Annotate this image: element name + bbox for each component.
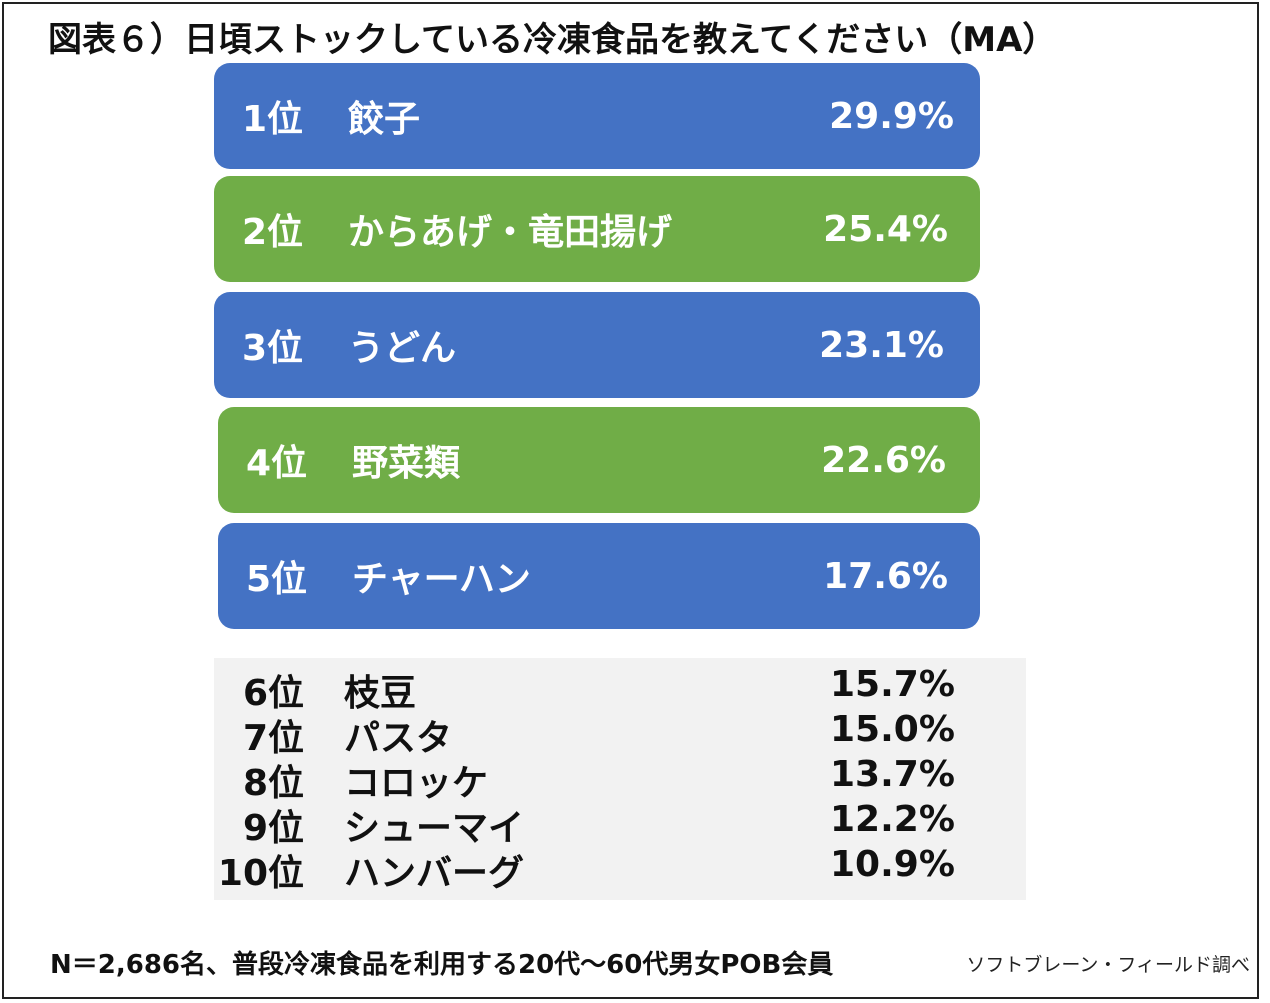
- rank-number: 3位: [242, 328, 304, 369]
- rank-number: 8位: [242, 763, 304, 804]
- rank-number: 7位: [242, 718, 304, 759]
- rank-percentage: 17.6%: [823, 555, 948, 597]
- rank-item-label: シューマイ: [344, 808, 525, 849]
- rank-row-7: 7位 パスタ 15.0%: [214, 709, 1026, 759]
- rank-item-label: うどん: [348, 328, 457, 369]
- source-credit: ソフトブレーン・フィールド調べ: [966, 954, 1250, 976]
- rank-item-label: パスタ: [344, 718, 453, 759]
- rank-percentage: 25.4%: [823, 208, 948, 250]
- rank-number: 9位: [242, 808, 304, 849]
- rank-percentage: 22.6%: [821, 439, 946, 481]
- rank-item-label: チャーハン: [352, 559, 531, 600]
- rank-percentage: 13.7%: [830, 754, 955, 795]
- rank-number: 2位: [242, 212, 304, 253]
- chart-title: 図表６）日頃ストックしている冷凍食品を教えてください（MA）: [48, 20, 1057, 60]
- rank-row-6: 6位 枝豆 15.7%: [214, 664, 1026, 714]
- rank-item-label: 野菜類: [352, 443, 461, 484]
- rank-item-label: 餃子: [348, 99, 421, 140]
- rank-percentage: 23.1%: [819, 324, 944, 366]
- rank-row-10: 10位 ハンバーグ 10.9%: [214, 844, 1026, 894]
- rank-percentage: 15.7%: [830, 664, 955, 705]
- rank-percentage: 12.2%: [830, 799, 955, 840]
- sample-footnote: N＝2,686名、普段冷凍食品を利用する20代～60代男女POB会員: [50, 950, 834, 980]
- rank-item-label: ハンバーグ: [344, 853, 525, 894]
- rank-percentage: 29.9%: [829, 95, 954, 137]
- rank-bar-1: 1位 餃子 29.9%: [214, 63, 980, 169]
- rank-row-8: 8位 コロッケ 13.7%: [214, 754, 1026, 804]
- rank-bar-2: 2位 からあげ・竜田揚げ 25.4%: [214, 176, 980, 282]
- rank-number: 5位: [246, 559, 308, 600]
- rank-row-9: 9位 シューマイ 12.2%: [214, 799, 1026, 849]
- rank-bar-5: 5位 チャーハン 17.6%: [218, 523, 980, 629]
- rank-percentage: 10.9%: [830, 844, 955, 885]
- rank-number: 6位: [242, 673, 304, 714]
- rank-bar-4: 4位 野菜類 22.6%: [218, 407, 980, 513]
- remaining-ranking-panel: 6位 枝豆 15.7% 7位 パスタ 15.0% 8位 コロッケ 13.7% 9位 シューマイ 12.…: [214, 658, 1026, 900]
- rank-item-label: 枝豆: [344, 673, 417, 714]
- rank-item-label: コロッケ: [344, 763, 489, 804]
- rank-number: 10位: [217, 853, 304, 894]
- rank-percentage: 15.0%: [830, 709, 955, 750]
- rank-bar-3: 3位 うどん 23.1%: [214, 292, 980, 398]
- rank-item-label: からあげ・竜田揚げ: [348, 212, 673, 253]
- rank-number: 1位: [242, 99, 304, 140]
- rank-number: 4位: [246, 443, 308, 484]
